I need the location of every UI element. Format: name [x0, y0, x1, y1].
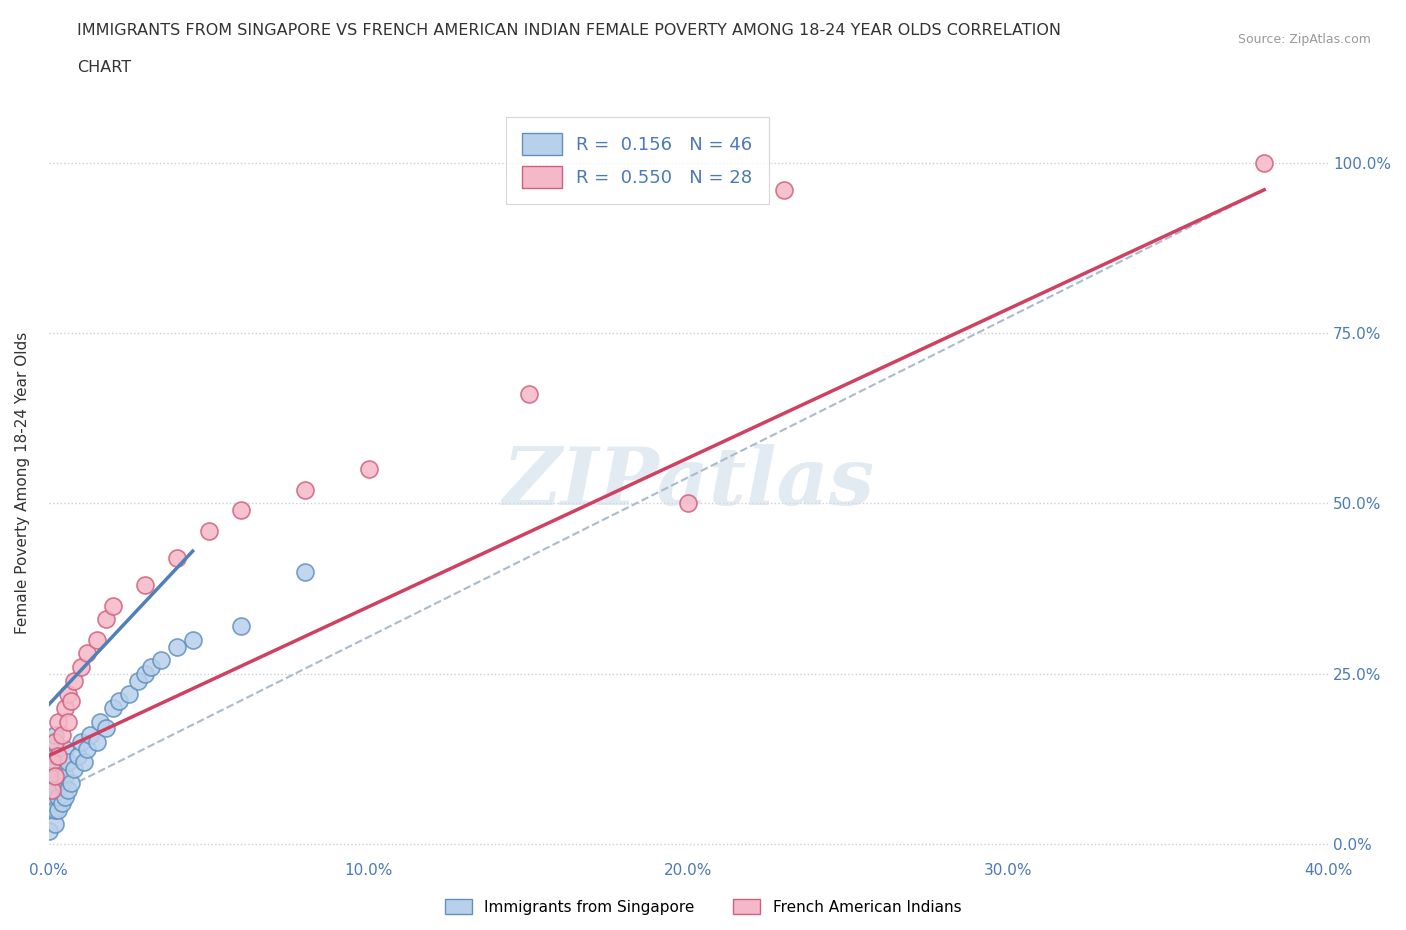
Point [229, 618, 252, 633]
Text: CHART: CHART [77, 60, 131, 75]
Point [1253, 155, 1275, 170]
Point [56, 714, 79, 729]
Point [56, 782, 79, 797]
Point [86, 632, 108, 647]
Point [44, 749, 66, 764]
Point [118, 687, 141, 702]
Point [41, 796, 63, 811]
Point [127, 673, 149, 688]
Point [53, 741, 76, 756]
Point [38, 803, 60, 817]
Point [89, 714, 111, 729]
Point [38, 769, 60, 784]
Point [44, 803, 66, 817]
Point [63, 762, 86, 777]
Point [69, 735, 91, 750]
Point [56, 755, 79, 770]
Point [517, 387, 540, 402]
Point [51, 796, 73, 811]
Point [294, 565, 316, 579]
Text: Source: ZipAtlas.com: Source: ZipAtlas.com [1237, 33, 1371, 46]
Point [41, 735, 63, 750]
Y-axis label: Female Poverty Among 18-24 Year Olds: Female Poverty Among 18-24 Year Olds [15, 332, 30, 634]
Point [46, 790, 69, 804]
Legend: Immigrants from Singapore, French American Indians: Immigrants from Singapore, French Americ… [437, 891, 969, 923]
Text: ZIPatlas: ZIPatlas [502, 445, 875, 522]
Point [197, 524, 219, 538]
Point [108, 694, 131, 709]
Point [60, 776, 83, 790]
Point [181, 632, 204, 647]
Point [51, 755, 73, 770]
Point [678, 496, 700, 511]
Point [134, 667, 156, 682]
Point [86, 735, 108, 750]
Point [53, 700, 76, 715]
Point [41, 755, 63, 770]
Point [101, 700, 124, 715]
Point [66, 749, 89, 764]
Point [51, 728, 73, 743]
Point [96, 612, 118, 627]
Point [773, 182, 796, 197]
Point [76, 741, 98, 756]
Point [51, 776, 73, 790]
Point [41, 755, 63, 770]
Point [44, 817, 66, 831]
Point [357, 462, 380, 477]
Point [60, 694, 83, 709]
Point [96, 721, 118, 736]
Point [53, 769, 76, 784]
Point [44, 769, 66, 784]
Point [46, 749, 69, 764]
Point [46, 749, 69, 764]
Legend: R =  0.156   N = 46, R =  0.550   N = 28: R = 0.156 N = 46, R = 0.550 N = 28 [506, 117, 769, 205]
Point [41, 782, 63, 797]
Point [46, 769, 69, 784]
Point [166, 639, 188, 654]
Point [46, 714, 69, 729]
Point [53, 790, 76, 804]
Point [69, 659, 91, 674]
Point [73, 755, 96, 770]
Point [166, 551, 188, 565]
Point [76, 646, 98, 661]
Point [46, 803, 69, 817]
Point [56, 687, 79, 702]
Point [149, 653, 172, 668]
Point [139, 659, 162, 674]
Point [38, 823, 60, 838]
Point [41, 782, 63, 797]
Point [229, 503, 252, 518]
Point [41, 769, 63, 784]
Point [294, 483, 316, 498]
Point [63, 673, 86, 688]
Point [44, 728, 66, 743]
Text: IMMIGRANTS FROM SINGAPORE VS FRENCH AMERICAN INDIAN FEMALE POVERTY AMONG 18-24 Y: IMMIGRANTS FROM SINGAPORE VS FRENCH AMER… [77, 23, 1062, 38]
Point [44, 769, 66, 784]
Point [134, 578, 156, 592]
Point [101, 598, 124, 613]
Point [44, 735, 66, 750]
Point [79, 728, 101, 743]
Point [44, 782, 66, 797]
